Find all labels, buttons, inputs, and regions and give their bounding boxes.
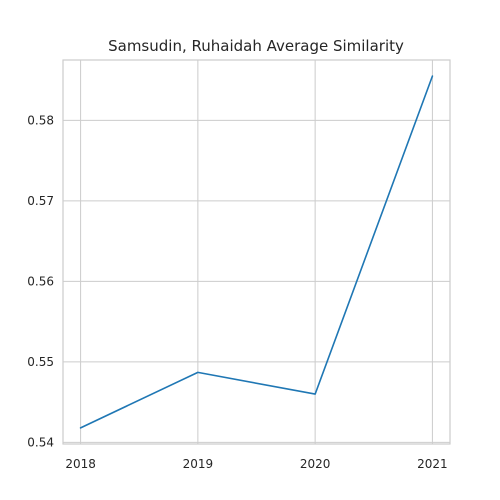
- y-tick-label: 0.54: [27, 435, 54, 449]
- y-tick-label: 0.55: [27, 355, 54, 369]
- grid: [63, 60, 450, 444]
- y-tick-label: 0.56: [27, 274, 54, 288]
- x-tick-label: 2019: [183, 457, 214, 471]
- x-tick-label: 2021: [417, 457, 448, 471]
- y-tick-label: 0.57: [27, 194, 54, 208]
- chart-title: Samsudin, Ruhaidah Average Similarity: [108, 37, 404, 55]
- x-axis: 2018 2019 2020 2021: [65, 457, 447, 471]
- x-tick-label: 2020: [300, 457, 331, 471]
- y-axis: 0.54 0.55 0.56 0.57 0.58: [27, 113, 54, 449]
- series-layer: [79, 75, 434, 429]
- plot-frame: [62, 59, 451, 445]
- series-line: [79, 75, 434, 429]
- y-tick-label: 0.58: [27, 113, 54, 127]
- x-tick-label: 2018: [65, 457, 96, 471]
